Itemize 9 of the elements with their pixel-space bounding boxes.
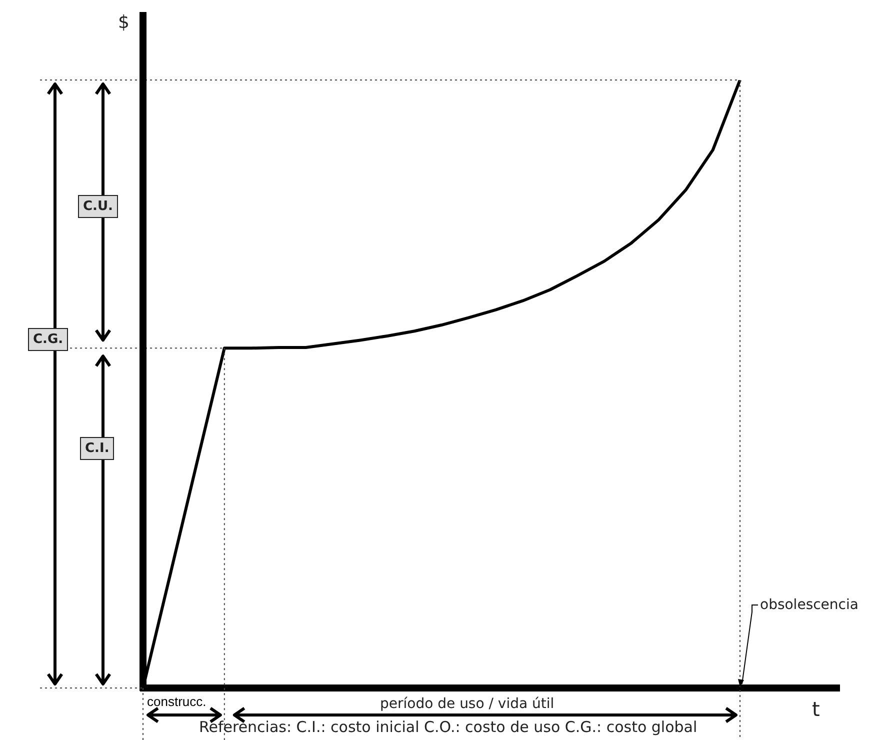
text: C.G.	[28, 328, 68, 351]
x-axis-title: t	[812, 697, 820, 721]
text: obsolescencia	[760, 597, 858, 613]
text: período de uso / vida útil	[380, 696, 554, 712]
text: C.U.	[78, 195, 118, 218]
text: construcc.	[147, 694, 206, 709]
text: Referencias: C.I.: costo inicial C.O.: costo de uso C.G.: costo global	[199, 718, 698, 736]
y-axis-title: $	[118, 12, 130, 33]
text: C.I.	[80, 437, 114, 460]
